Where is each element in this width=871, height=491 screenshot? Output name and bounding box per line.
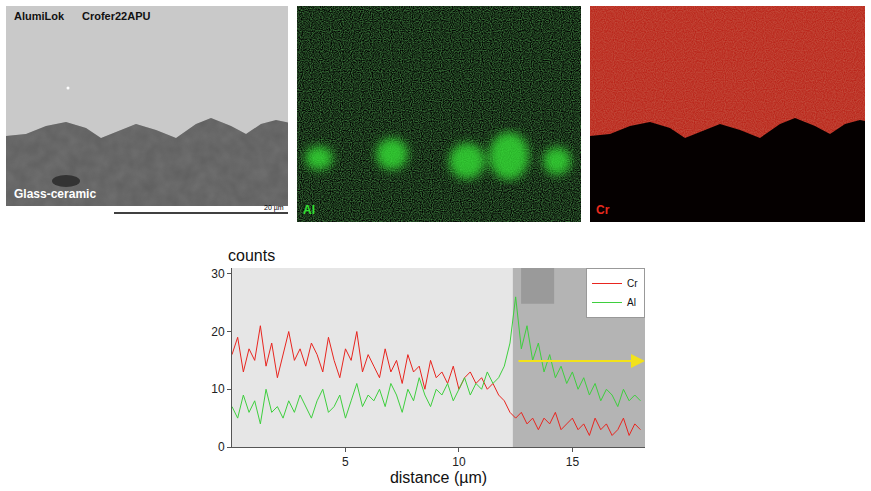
svg-text:5: 5 — [342, 455, 349, 469]
svg-text:20: 20 — [211, 325, 225, 339]
svg-text:Cr: Cr — [596, 203, 610, 217]
svg-text:AlumiLok: AlumiLok — [14, 10, 65, 22]
svg-text:Crofer22APU: Crofer22APU — [82, 10, 151, 22]
svg-text:10: 10 — [452, 455, 466, 469]
svg-text:Cr: Cr — [627, 278, 638, 289]
svg-text:Al: Al — [303, 203, 315, 217]
svg-text:10: 10 — [211, 382, 225, 396]
svg-text:Glass-ceramic: Glass-ceramic — [14, 187, 96, 201]
svg-text:0: 0 — [218, 440, 225, 454]
svg-text:Al: Al — [627, 297, 636, 308]
svg-text:20 µm: 20 µm — [264, 204, 284, 212]
svg-text:15: 15 — [566, 455, 580, 469]
svg-text:30: 30 — [211, 267, 225, 281]
svg-text:counts: counts — [228, 247, 275, 264]
svg-text:distance (µm): distance (µm) — [390, 469, 487, 486]
